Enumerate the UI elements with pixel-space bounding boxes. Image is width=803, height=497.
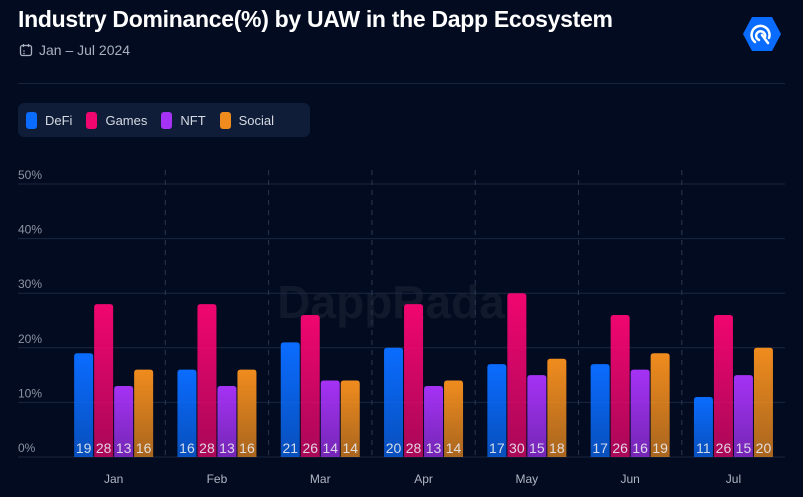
header-divider <box>18 83 785 84</box>
data-label: 14 <box>322 440 338 456</box>
bar-games <box>197 304 217 457</box>
y-tick-label: 0% <box>18 441 36 455</box>
bar-social <box>547 358 567 457</box>
bar-defi <box>487 364 507 457</box>
bar-games <box>300 315 320 457</box>
data-label: 19 <box>652 440 668 456</box>
bar-social <box>237 369 257 457</box>
bar-nft <box>217 386 237 457</box>
legend-swatch <box>86 111 98 129</box>
data-label: 26 <box>612 440 628 456</box>
x-tick-label: Mar <box>310 472 331 486</box>
bar-games <box>610 315 630 457</box>
bar-nft <box>733 375 753 457</box>
data-label: 14 <box>342 440 358 456</box>
bar-social <box>650 353 670 457</box>
data-label: 16 <box>632 440 648 456</box>
chart-title: Industry Dominance(%) by UAW in the Dapp… <box>18 6 613 32</box>
data-label: 11 <box>696 440 711 456</box>
x-tick-label: Jun <box>620 472 639 486</box>
bar-social <box>340 380 360 457</box>
legend-item-defi[interactable]: DeFi <box>26 111 73 129</box>
data-label: 28 <box>96 440 112 456</box>
bar-social <box>444 380 464 457</box>
bar-social <box>134 369 154 457</box>
legend-item-nft[interactable]: NFT <box>161 111 206 129</box>
data-label: 14 <box>446 440 462 456</box>
y-tick-label: 10% <box>18 386 42 400</box>
calendar-icon <box>19 44 33 57</box>
data-label: 26 <box>716 440 732 456</box>
bar-nft <box>424 386 444 457</box>
y-tick-label: 30% <box>18 277 42 291</box>
bar-defi <box>590 364 610 457</box>
data-label: 21 <box>282 440 298 456</box>
bar-nft <box>320 380 340 457</box>
legend-swatch <box>219 111 231 129</box>
data-label: 20 <box>386 440 402 456</box>
legend-item-games[interactable]: Games <box>86 111 148 129</box>
data-label: 16 <box>239 440 255 456</box>
legend-label: Social <box>238 112 275 128</box>
data-label: 16 <box>136 440 152 456</box>
data-label: 15 <box>736 440 752 456</box>
x-tick-label: Apr <box>414 472 433 486</box>
bar-games <box>404 304 424 457</box>
y-tick-label: 50% <box>18 168 42 182</box>
bar-defi <box>74 353 94 457</box>
data-label: 17 <box>489 440 505 456</box>
data-label: 20 <box>756 440 772 456</box>
x-tick-label: Feb <box>207 472 228 486</box>
data-label: 13 <box>219 440 235 456</box>
bar-nft <box>630 369 650 457</box>
date-range: Jan – Jul 2024 <box>19 42 130 58</box>
data-label: 30 <box>509 440 525 456</box>
legend-label: Games <box>105 112 148 128</box>
data-label: 13 <box>426 440 442 456</box>
data-label: 17 <box>592 440 608 456</box>
bar-social <box>753 347 773 457</box>
data-label: 15 <box>529 440 545 456</box>
y-tick-label: 20% <box>18 332 42 346</box>
x-tick-label: Jul <box>726 472 741 486</box>
bar-nft <box>527 375 547 457</box>
legend: DeFi Games NFT Social <box>18 103 310 137</box>
y-tick-label: 40% <box>18 223 42 237</box>
bar-defi <box>693 396 713 457</box>
date-range-text: Jan – Jul 2024 <box>39 42 131 58</box>
data-label: 19 <box>76 440 92 456</box>
data-label: 18 <box>549 440 565 456</box>
x-tick-label: May <box>516 472 539 486</box>
data-label: 13 <box>116 440 132 456</box>
data-label: 16 <box>179 440 195 456</box>
legend-label: NFT <box>180 112 206 128</box>
bar-defi <box>384 347 404 457</box>
dappradar-logo <box>743 17 781 51</box>
bar-defi <box>177 369 197 457</box>
legend-swatch <box>26 111 37 129</box>
data-label: 28 <box>406 440 422 456</box>
bar-games <box>713 315 733 457</box>
x-tick-label: Jan <box>104 472 123 486</box>
legend-label: DeFi <box>45 112 73 128</box>
legend-item-social[interactable]: Social <box>219 111 275 129</box>
bar-games <box>94 304 114 457</box>
bar-games <box>507 293 527 457</box>
data-label: 26 <box>302 440 318 456</box>
bar-nft <box>114 386 134 457</box>
bar-defi <box>280 342 300 457</box>
legend-swatch <box>161 111 173 129</box>
data-label: 28 <box>199 440 215 456</box>
